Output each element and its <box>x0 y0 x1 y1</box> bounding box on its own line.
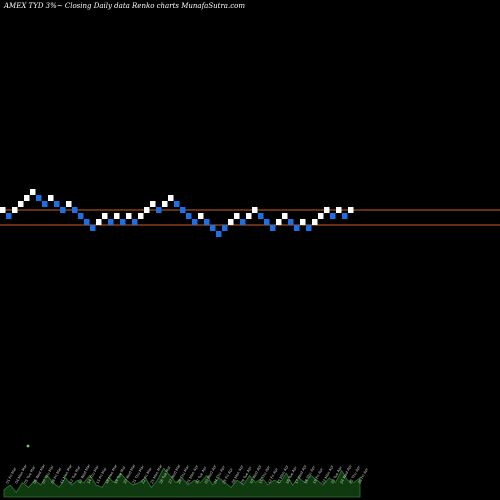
renko-brick-up <box>102 213 108 219</box>
renko-brick-down <box>270 225 276 231</box>
renko-brick-down <box>6 213 12 219</box>
date-label: 12 Fri Apr <box>267 467 279 485</box>
renko-brick-down <box>180 207 186 213</box>
renko-brick-up <box>138 213 144 219</box>
renko-brick-down <box>84 219 90 225</box>
renko-brick-down <box>258 213 264 219</box>
renko-brick-up <box>18 201 24 207</box>
renko-brick-up <box>114 213 120 219</box>
renko-brick-down <box>186 213 192 219</box>
date-label: 26 Fri Apr <box>357 467 369 485</box>
volume-marker <box>26 444 30 448</box>
renko-brick-up <box>348 207 354 213</box>
renko-brick-down <box>288 219 294 225</box>
renko-brick-down <box>54 201 60 207</box>
renko-brick-down <box>36 195 42 201</box>
renko-brick-up <box>198 213 204 219</box>
renko-brick-up <box>30 189 36 195</box>
renko-brick-up <box>318 213 324 219</box>
renko-brick-down <box>342 213 348 219</box>
renko-brick-down <box>306 225 312 231</box>
renko-brick-down <box>42 201 48 207</box>
renko-brick-up <box>162 201 168 207</box>
renko-brick-down <box>156 207 162 213</box>
renko-brick-up <box>336 207 342 213</box>
volume-area-path <box>3 467 361 498</box>
renko-brick-down <box>210 225 216 231</box>
renko-brick-up <box>12 207 18 213</box>
reference-lines <box>0 209 500 226</box>
renko-brick-down <box>174 201 180 207</box>
renko-brick-up <box>66 201 72 207</box>
date-label: 19 Fri Apr <box>312 467 324 485</box>
volume-area <box>3 444 361 498</box>
renko-bricks <box>0 189 354 237</box>
renko-brick-down <box>72 207 78 213</box>
renko-brick-up <box>144 207 150 213</box>
renko-brick-up <box>48 195 54 201</box>
renko-brick-down <box>330 213 336 219</box>
renko-brick-up <box>0 207 6 213</box>
renko-brick-up <box>324 207 330 213</box>
renko-brick-down <box>60 207 66 213</box>
renko-brick-down <box>222 225 228 231</box>
renko-brick-up <box>234 213 240 219</box>
renko-brick-down <box>108 219 114 225</box>
renko-brick-up <box>252 207 258 213</box>
renko-brick-down <box>264 219 270 225</box>
renko-brick-up <box>24 195 30 201</box>
renko-brick-up <box>276 219 282 225</box>
renko-brick-down <box>90 225 96 231</box>
renko-brick-down <box>216 231 222 237</box>
renko-brick-up <box>312 219 318 225</box>
renko-brick-up <box>150 201 156 207</box>
renko-brick-down <box>294 225 300 231</box>
renko-brick-down <box>192 219 198 225</box>
renko-brick-down <box>132 219 138 225</box>
renko-brick-up <box>168 195 174 201</box>
renko-brick-up <box>96 219 102 225</box>
renko-brick-up <box>126 213 132 219</box>
renko-brick-up <box>246 213 252 219</box>
renko-brick-down <box>120 219 126 225</box>
date-label: 05 Fri Apr <box>222 467 234 485</box>
renko-brick-down <box>240 219 246 225</box>
renko-brick-down <box>204 219 210 225</box>
renko-brick-up <box>300 219 306 225</box>
renko-brick-up <box>282 213 288 219</box>
renko-brick-down <box>78 213 84 219</box>
renko-brick-up <box>228 219 234 225</box>
page-title: AMEX TYD 3%~ Closing Daily data Renko ch… <box>4 2 245 10</box>
